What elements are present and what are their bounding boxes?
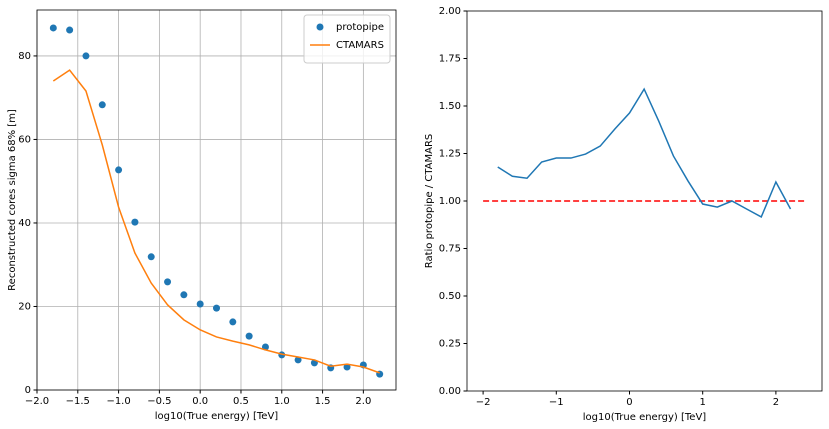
x-tick-label: 0: [626, 397, 632, 408]
y-tick-label: 20: [18, 301, 31, 312]
y-axis-label: Reconstructed cores sigma 68% [m]: [7, 109, 18, 291]
data-point: [343, 363, 351, 371]
y-tick-label: 0.75: [439, 244, 461, 255]
x-tick-label: 1.5: [315, 396, 331, 407]
x-axis-label: log10(True energy) [TeV]: [155, 411, 279, 422]
x-tick-label: 1: [700, 397, 706, 408]
y-axis-label: Ratio protopipe / CTAMARS: [424, 134, 435, 269]
data-point: [66, 26, 74, 34]
y-tick-label: 1.25: [439, 149, 461, 160]
y-tick-label: 0: [25, 385, 31, 396]
data-line: [52, 69, 380, 374]
data-point: [196, 300, 204, 308]
legend-marker: [316, 23, 324, 31]
legend-label: CTAMARS: [336, 40, 384, 51]
data-point: [131, 218, 139, 226]
x-tick-label: 2: [773, 397, 779, 408]
x-tick-label: −1.0: [106, 396, 130, 407]
legend-box: [303, 14, 391, 64]
x-tick-label: −1.5: [66, 396, 90, 407]
data-point: [98, 101, 106, 109]
legend-label: protopipe: [336, 22, 384, 33]
plot-frame: [36, 9, 397, 391]
data-point: [245, 332, 253, 340]
data-point: [82, 52, 90, 60]
plot-frame: [466, 10, 823, 392]
data-point: [164, 278, 172, 286]
data-point: [294, 356, 302, 364]
y-tick-label: 1.50: [439, 101, 461, 112]
y-tick-label: 2.00: [439, 6, 461, 17]
x-tick-label: 2.0: [355, 396, 371, 407]
data-point: [180, 291, 188, 299]
x-tick-label: −1: [549, 397, 564, 408]
x-tick-label: 0.5: [233, 396, 249, 407]
data-point: [49, 24, 57, 32]
x-tick-label: 0.0: [192, 396, 208, 407]
y-tick-label: 0.25: [439, 339, 461, 350]
y-tick-label: 1.75: [439, 54, 461, 65]
data-point: [229, 318, 237, 326]
y-tick-label: 40: [18, 218, 31, 229]
y-tick-label: 0.00: [439, 386, 461, 397]
data-point: [147, 253, 155, 261]
y-tick-label: 0.50: [439, 291, 461, 302]
data-line: [497, 87, 792, 219]
data-point: [115, 166, 123, 174]
y-tick-label: 1.00: [439, 196, 461, 207]
data-point: [213, 304, 220, 312]
y-tick-label: 60: [18, 134, 31, 145]
x-axis-label: log10(True energy) [TeV]: [583, 412, 707, 423]
x-tick-label: −2: [476, 397, 491, 408]
x-tick-label: −2.0: [25, 396, 49, 407]
y-tick-label: 80: [18, 51, 31, 62]
x-tick-label: −0.5: [147, 396, 171, 407]
x-tick-label: 1.0: [274, 396, 290, 407]
